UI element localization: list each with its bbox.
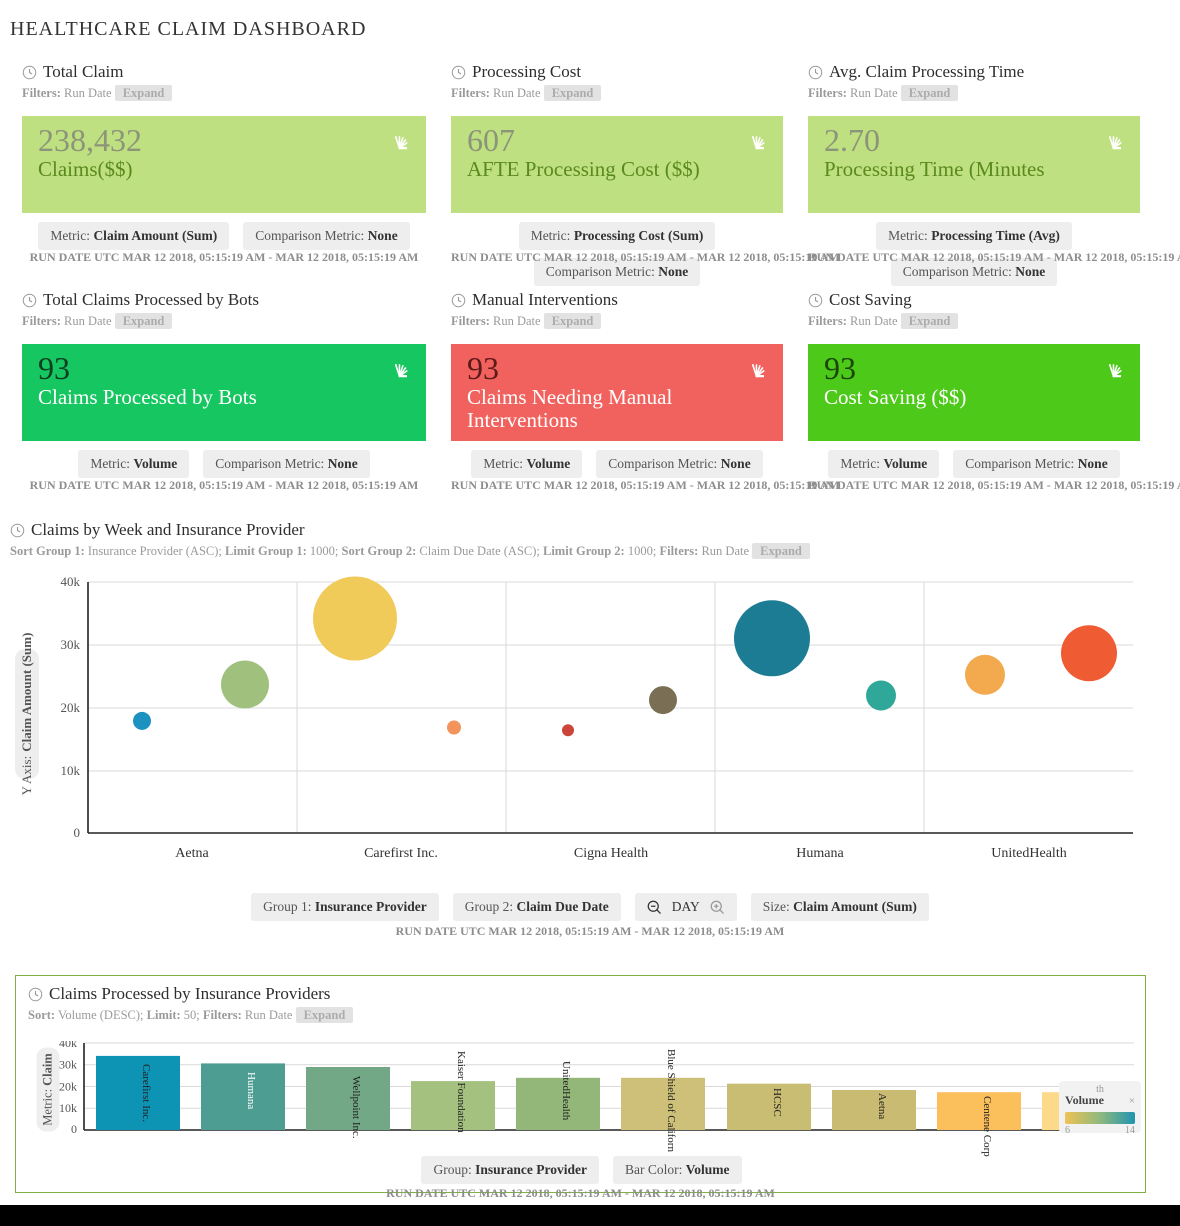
svg-text:40k: 40k [59,1041,77,1050]
svg-text:20k: 20k [61,700,81,715]
svg-text:Humana: Humana [245,1072,257,1109]
svg-text:Carefirst Inc.: Carefirst Inc. [364,846,438,861]
svg-text:0: 0 [71,1122,77,1136]
svg-text:40k: 40k [61,574,81,589]
svg-text:10k: 10k [59,1101,77,1115]
svg-text:30k: 30k [59,1058,77,1072]
svg-text:Aetna: Aetna [175,846,209,861]
svg-text:Kaiser Foundation: Kaiser Foundation [455,1051,467,1133]
svg-text:20k: 20k [59,1080,77,1094]
svg-text:0: 0 [74,825,81,840]
svg-text:10k: 10k [61,763,81,778]
svg-text:Carefirst Inc.: Carefirst Inc. [140,1064,152,1122]
svg-text:30k: 30k [61,637,81,652]
svg-text:Aetna: Aetna [876,1093,888,1119]
svg-text:Wellpoint Inc.: Wellpoint Inc. [350,1076,362,1139]
svg-text:Blue Shield of Californ: Blue Shield of Californ [665,1049,677,1152]
svg-text:HCSC: HCSC [771,1088,783,1117]
svg-text:Centene Corp: Centene Corp [981,1096,993,1157]
svg-text:Humana: Humana [796,846,844,861]
svg-text:UnitedHealth: UnitedHealth [991,846,1066,861]
svg-text:UnitedHealth: UnitedHealth [560,1061,572,1121]
svg-text:Cigna Health: Cigna Health [574,846,648,861]
